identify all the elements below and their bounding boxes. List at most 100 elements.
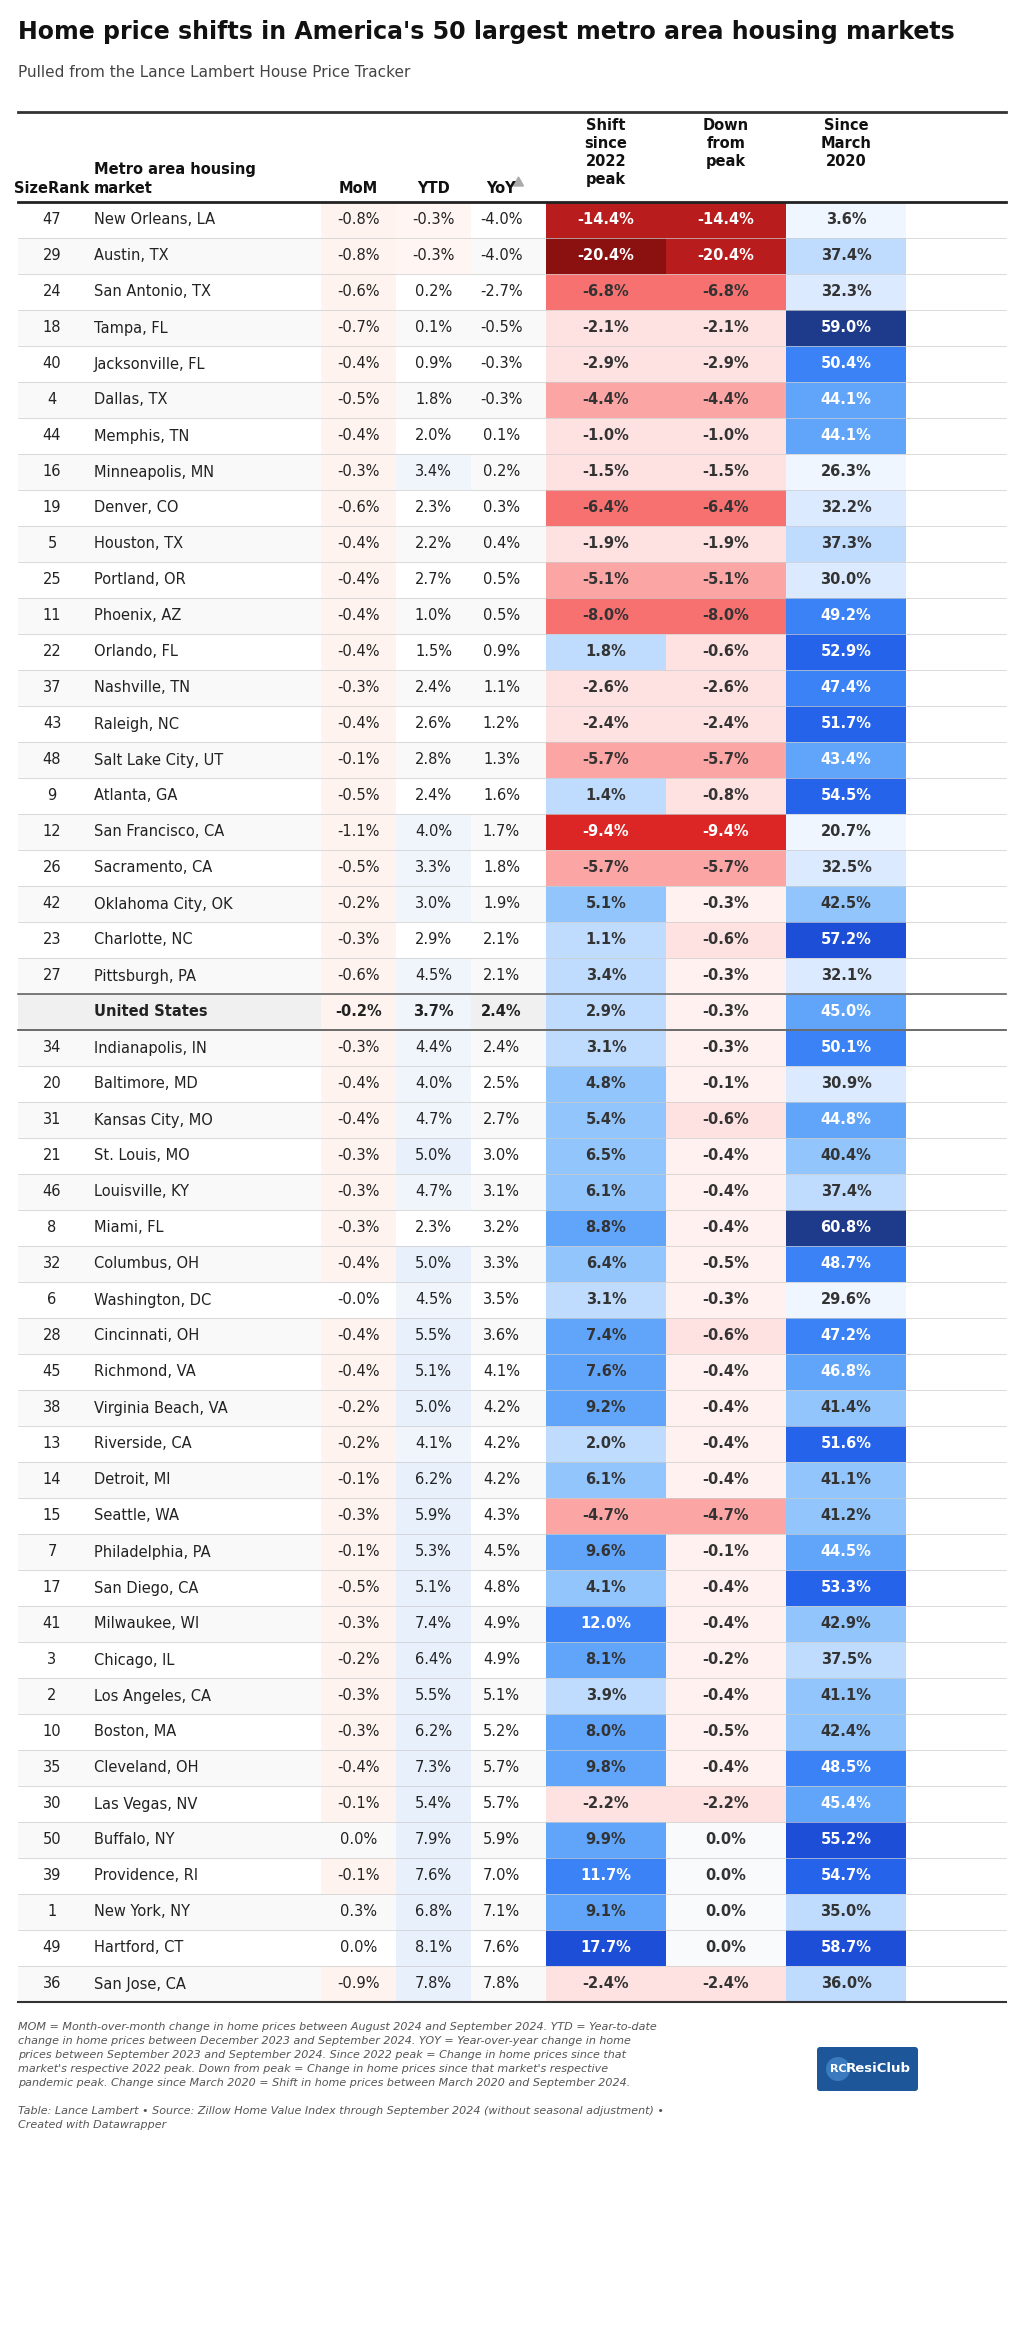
Text: 42: 42 [43,895,61,912]
Bar [786,921,906,959]
Bar [666,959,786,994]
Text: 5.0%: 5.0% [415,1149,452,1163]
Bar [786,526,906,562]
Text: New Orleans, LA: New Orleans, LA [94,212,215,228]
Bar [396,778,471,813]
Bar [786,1029,906,1067]
Text: 44.1%: 44.1% [820,428,871,444]
Text: 7.1%: 7.1% [483,1904,520,1920]
Text: -2.4%: -2.4% [702,717,750,731]
Text: 9: 9 [47,790,56,804]
Bar [786,237,906,275]
Text: San Francisco, CA: San Francisco, CA [94,825,224,839]
Bar [396,1570,471,1605]
Text: 0.0%: 0.0% [340,1833,377,1847]
Text: 43: 43 [43,717,61,731]
Text: -2.2%: -2.2% [583,1795,630,1812]
Bar [321,1786,396,1821]
Text: Jacksonville, FL: Jacksonville, FL [94,357,206,371]
Text: -0.5%: -0.5% [337,790,380,804]
Bar [321,202,396,237]
Text: 2.0%: 2.0% [415,428,453,444]
Text: Milwaukee, WI: Milwaukee, WI [94,1617,200,1631]
Text: 5.4%: 5.4% [586,1112,627,1128]
Text: 4.3%: 4.3% [483,1509,520,1523]
Bar [546,1497,666,1535]
Text: 7: 7 [47,1544,56,1560]
Bar [666,1389,786,1426]
Text: -0.3%: -0.3% [337,1220,380,1236]
Bar [321,813,396,851]
Bar [666,813,786,851]
Bar [321,1462,396,1497]
Bar [321,1929,396,1967]
Bar [321,705,396,743]
Bar [18,778,546,813]
Text: 10: 10 [43,1725,61,1739]
Text: -0.9%: -0.9% [337,1976,380,1990]
Bar [396,886,471,921]
Bar [18,1426,546,1462]
Text: -0.2%: -0.2% [337,895,380,912]
Bar [546,1102,666,1137]
Text: -0.4%: -0.4% [337,1328,380,1344]
Text: -0.8%: -0.8% [337,212,380,228]
Bar [396,491,471,526]
Bar [18,562,546,597]
Bar [786,597,906,634]
Text: 3.6%: 3.6% [825,212,866,228]
Text: 31: 31 [43,1112,61,1128]
Bar [18,597,546,634]
Bar [396,1751,471,1786]
Bar [396,1354,471,1389]
Bar [786,1570,906,1605]
Text: -0.2%: -0.2% [337,1652,380,1668]
Text: 1.3%: 1.3% [483,752,520,768]
Bar [546,813,666,851]
Bar [786,562,906,597]
Text: 1.4%: 1.4% [586,790,627,804]
Bar [18,634,546,670]
Bar [666,1643,786,1678]
Bar [546,345,666,383]
Bar [18,1318,546,1354]
Text: 4.2%: 4.2% [483,1436,520,1452]
Text: Cincinnati, OH: Cincinnati, OH [94,1328,200,1344]
Text: -0.4%: -0.4% [702,1617,750,1631]
Bar [321,670,396,705]
Bar [786,383,906,418]
Bar [546,1175,666,1210]
Text: 4.5%: 4.5% [483,1544,520,1560]
Text: 3.3%: 3.3% [483,1257,520,1271]
Text: market's respective 2022 peak. Down from peak = Change in home prices since that: market's respective 2022 peak. Down from… [18,2063,608,2075]
Bar [786,1318,906,1354]
Bar [666,418,786,454]
Text: Austin, TX: Austin, TX [94,249,169,263]
Bar [666,1570,786,1605]
Text: -2.7%: -2.7% [480,284,523,298]
Text: 6.2%: 6.2% [415,1725,452,1739]
Text: 1.1%: 1.1% [483,682,520,696]
Text: -0.3%: -0.3% [702,1292,750,1307]
Text: 5.1%: 5.1% [415,1582,452,1596]
Text: -5.7%: -5.7% [583,752,630,768]
Bar [666,851,786,886]
Bar [18,851,546,886]
Bar [396,526,471,562]
Bar [321,1318,396,1354]
Text: 5.9%: 5.9% [483,1833,520,1847]
Text: 4.5%: 4.5% [415,1292,452,1307]
Bar [786,1137,906,1175]
Bar [396,1389,471,1426]
Bar [546,418,666,454]
Text: 44: 44 [43,428,61,444]
Bar [396,670,471,705]
Text: -0.3%: -0.3% [480,392,522,407]
Text: -0.4%: -0.4% [702,1436,750,1452]
Bar [546,959,666,994]
Bar [666,1497,786,1535]
Bar [666,1354,786,1389]
Text: 7.9%: 7.9% [415,1833,452,1847]
Bar [321,1102,396,1137]
Text: 47.4%: 47.4% [820,682,871,696]
